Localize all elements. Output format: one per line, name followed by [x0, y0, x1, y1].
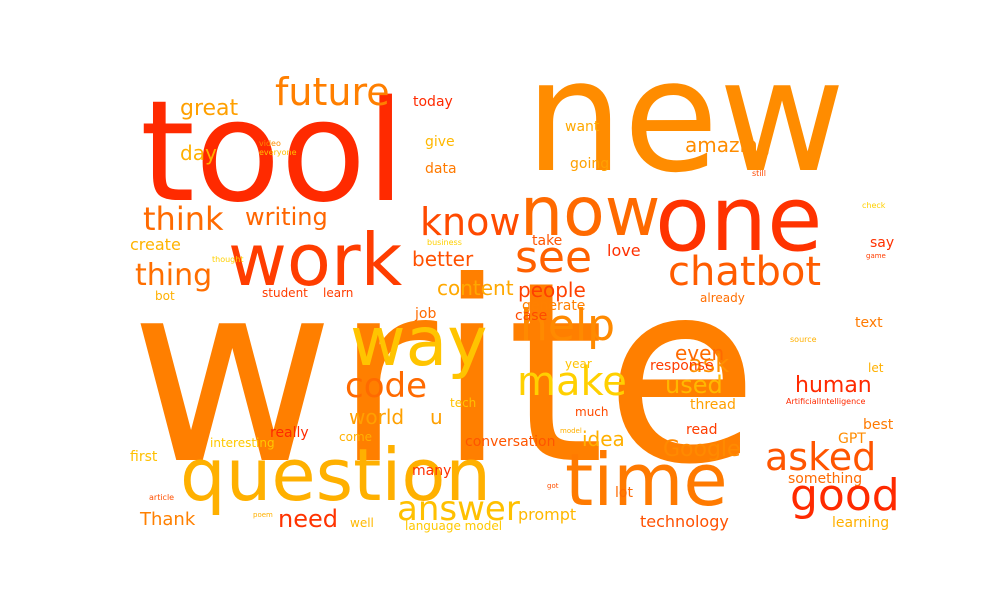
cloud-word-content: content: [437, 276, 514, 300]
cloud-word-video: video: [259, 139, 281, 148]
cloud-word-learn: learn: [323, 286, 353, 300]
cloud-word-ask: ask: [688, 350, 729, 378]
cloud-word-student: student: [262, 286, 308, 300]
cloud-word-world: world: [349, 405, 404, 429]
cloud-word-lot: lot: [615, 485, 633, 501]
cloud-word-amazing: amazing: [685, 133, 770, 157]
cloud-word-question: question: [180, 433, 491, 517]
cloud-word-best: best: [863, 417, 894, 433]
cloud-word-already: already: [700, 291, 745, 305]
cloud-word-thought: thought: [212, 255, 243, 264]
cloud-word-something: something: [788, 471, 862, 487]
cloud-word-need: need: [278, 505, 338, 533]
cloud-word-chatbot: chatbot: [668, 249, 821, 295]
cloud-word-great: great: [180, 96, 239, 121]
cloud-word-u: u: [430, 405, 443, 429]
cloud-word-asked: asked: [765, 435, 876, 479]
cloud-word-conversation: conversation: [465, 434, 555, 450]
cloud-word-human: human: [795, 373, 872, 398]
cloud-word-time: time: [565, 438, 728, 522]
cloud-word-love: love: [607, 241, 641, 260]
cloud-word-now: now: [520, 173, 660, 252]
cloud-word-model: model: [560, 427, 582, 435]
cloud-word-much: much: [575, 405, 609, 419]
cloud-word-generate: generate: [522, 298, 585, 314]
cloud-word-many: many: [412, 463, 451, 479]
cloud-word-read: read: [686, 422, 718, 438]
cloud-word-say: say: [870, 235, 894, 251]
cloud-word-day: day: [180, 141, 217, 165]
cloud-word-tool: tool: [140, 71, 405, 234]
cloud-word-technology: technology: [640, 512, 729, 531]
cloud-word-job: job: [414, 306, 436, 322]
cloud-word-today: today: [413, 94, 453, 110]
cloud-word-give: give: [425, 134, 455, 150]
cloud-word-interesting: interesting: [210, 436, 275, 450]
cloud-word-think: think: [143, 200, 224, 238]
cloud-word-check: check: [862, 201, 886, 210]
cloud-word-everyone: everyone: [259, 148, 297, 157]
cloud-word-take: take: [532, 233, 562, 249]
cloud-word-thank: Thank: [139, 509, 196, 530]
cloud-word-used: used: [665, 371, 723, 399]
cloud-word-work: work: [228, 218, 403, 302]
cloud-word-game: game: [866, 252, 886, 260]
cloud-word-writing: writing: [245, 203, 328, 231]
cloud-word-year: year: [565, 357, 592, 371]
cloud-word-prompt: prompt: [518, 505, 576, 524]
cloud-word-artificialintelligence: ArtificialIntelligence: [786, 397, 866, 406]
cloud-word-bot: bot: [155, 289, 175, 303]
cloud-word-let: let: [868, 361, 884, 375]
cloud-word-data: data: [425, 161, 457, 177]
cloud-word-language-model: language model: [405, 519, 502, 533]
cloud-word-going: going: [570, 156, 609, 172]
cloud-word-case: case: [515, 308, 547, 324]
cloud-word-gpt: GPT: [838, 431, 866, 447]
cloud-word-really: really: [270, 425, 309, 441]
cloud-word-thing: thing: [135, 258, 212, 293]
cloud-word-learning: learning: [832, 515, 889, 531]
cloud-word-business: business: [427, 238, 462, 247]
cloud-word-one: one: [655, 167, 822, 272]
cloud-word-first: first: [130, 449, 158, 465]
cloud-word-still: still: [752, 169, 766, 178]
cloud-word-way: way: [350, 303, 488, 382]
cloud-word-see: see: [515, 232, 592, 283]
cloud-word-well: well: [350, 516, 374, 530]
cloud-word-idea: idea: [582, 427, 625, 451]
cloud-word-people: people: [518, 278, 586, 302]
cloud-word-future: future: [275, 70, 390, 114]
cloud-word-new: new: [525, 26, 845, 207]
cloud-word-source: source: [790, 335, 817, 344]
cloud-word-know: know: [420, 200, 520, 244]
cloud-word-poem: poem: [253, 511, 273, 519]
cloud-word-make: make: [517, 359, 627, 405]
cloud-word-good: good: [790, 470, 900, 521]
cloud-word-article: article: [149, 493, 174, 502]
cloud-word-got: got: [547, 482, 559, 490]
cloud-word-google: Google: [663, 437, 741, 462]
cloud-word-answer: answer: [397, 489, 520, 529]
cloud-word-help: help: [520, 300, 615, 351]
cloud-word-text: text: [855, 315, 883, 331]
cloud-word-write: write: [130, 228, 759, 519]
cloud-word-even: even: [675, 341, 724, 365]
cloud-word-better: better: [412, 247, 474, 271]
cloud-word-tech: tech: [450, 396, 476, 410]
cloud-word-thread: thread: [690, 397, 736, 413]
cloud-word-response: response: [650, 358, 714, 374]
cloud-word-come: come: [339, 430, 372, 444]
cloud-word-code: code: [345, 366, 427, 406]
cloud-word-want: want: [565, 119, 600, 135]
cloud-word-create: create: [130, 235, 181, 254]
